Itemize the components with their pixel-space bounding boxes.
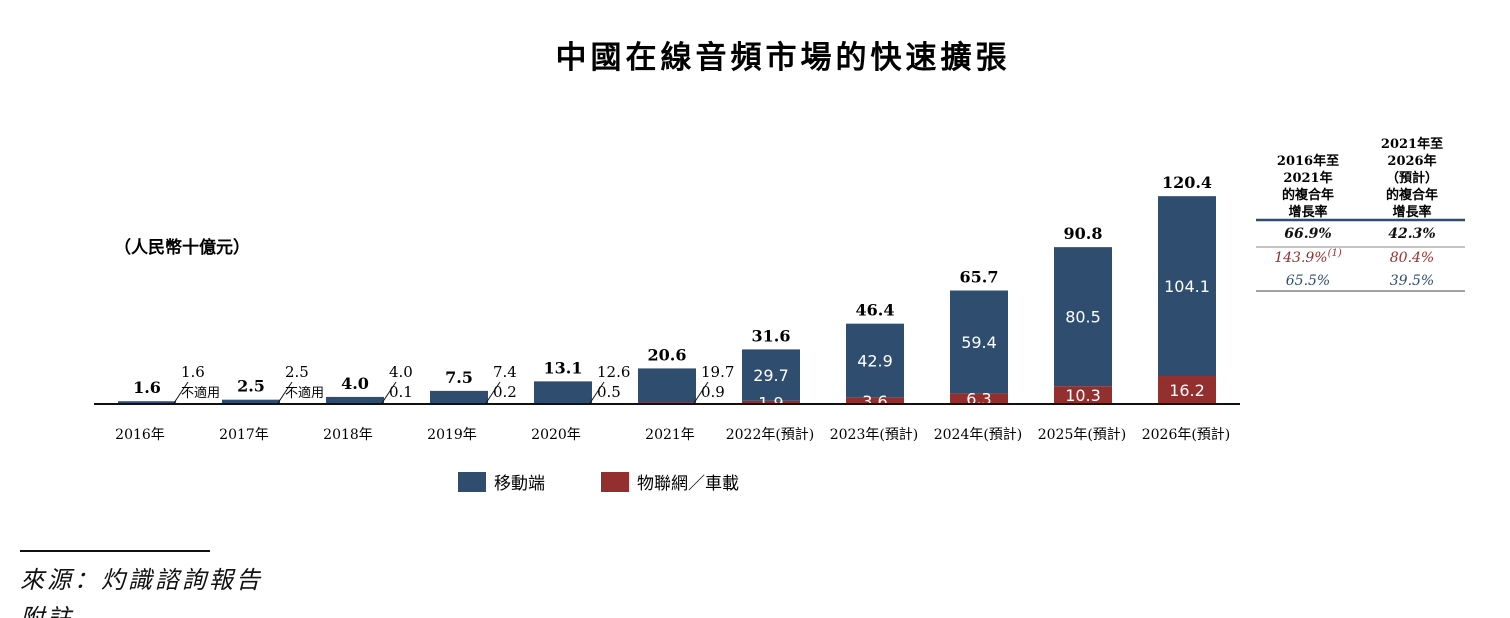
source-rule [20, 550, 210, 552]
cagr-header-0-line-0: 2016年至 [1277, 153, 1339, 169]
mobile-label-8: 59.4 [961, 333, 997, 352]
cagr-header-1-line-3: 的複合年 [1386, 187, 1438, 203]
bar-mobile-3 [430, 390, 488, 404]
total-label-6: 31.6 [752, 326, 791, 345]
mobile-side-label-0: 1.6 [181, 363, 205, 381]
bar-iot-8 [950, 393, 1008, 404]
total-label-4: 13.1 [544, 358, 583, 377]
cagr-iot-1: 80.4% [1390, 250, 1434, 266]
iot-label-8: 6.3 [966, 390, 991, 409]
x-tick-8: 2024年(預計) [934, 427, 1023, 443]
cagr-header-0-line-1: 2021年 [1283, 170, 1332, 186]
total-label-7: 46.4 [856, 301, 895, 320]
legend-label-0: 移動端 [494, 474, 545, 494]
cagr-total-1: 42.3% [1388, 226, 1435, 242]
bar-mobile-9 [1054, 247, 1112, 387]
cagr-header-0-line-2: 的複合年 [1282, 187, 1334, 203]
iot-side-label-1: 不適用 [285, 385, 324, 401]
x-tick-4: 2020年 [531, 427, 581, 443]
cagr-header-0-line-3: 增長率 [1288, 204, 1327, 220]
cagr-table: 2016年至2021年的複合年增長率2021年至2026年（預計）的複合年增長率… [1256, 136, 1465, 292]
iot-label-10: 16.2 [1169, 381, 1205, 400]
legend: 移動端 物聯網／車載 [458, 472, 739, 494]
bars-layer: 1.6 1.6 不適用 2.5 2.5 不適用 4.0 4.0 0.1 7.5 7.4 0.2 13.1… [118, 173, 1216, 412]
total-label-2: 4.0 [341, 374, 369, 393]
unit-label: （人民幣十億元） [114, 237, 250, 258]
label-slash-2 [381, 381, 397, 404]
x-tick-labels: 2016年 2017年 2018年 2019年 2020年 2021年 2022年(預計) 2… [115, 427, 1230, 443]
legend-swatch-0 [458, 472, 486, 492]
x-tick-6: 2022年(預計) [726, 427, 815, 443]
x-tick-9: 2025年(預計) [1038, 427, 1127, 443]
iot-side-label-5: 0.9 [701, 383, 725, 401]
x-tick-0: 2016年 [115, 427, 165, 443]
label-slash-0 [173, 381, 189, 404]
total-label-3: 7.5 [445, 368, 473, 387]
total-label-0: 1.6 [133, 378, 161, 397]
cagr-header-1-line-4: 增長率 [1392, 204, 1431, 220]
bar-mobile-8 [950, 290, 1008, 394]
bar-iot-6 [742, 400, 800, 404]
mobile-side-label-1: 2.5 [285, 363, 309, 381]
label-slash-5 [693, 381, 709, 404]
x-tick-10: 2026年(預計) [1142, 427, 1231, 443]
mobile-label-6: 29.7 [753, 366, 789, 385]
cagr-header-1-line-0: 2021年至 [1381, 136, 1443, 152]
x-tick-2: 2018年 [323, 427, 373, 443]
chart-title: 中國在線音頻市場的快速擴張 [556, 40, 1011, 76]
total-label-8: 65.7 [960, 267, 999, 286]
bar-mobile-2 [326, 396, 384, 404]
legend-label-1: 物聯網／車載 [637, 474, 739, 494]
bar-mobile-1 [222, 399, 280, 404]
cut-off-note: 附註 [20, 604, 74, 618]
label-slash-3 [485, 381, 501, 404]
cagr-header-1-line-2: （預計） [1386, 170, 1438, 186]
total-label-1: 2.5 [237, 377, 265, 396]
bar-mobile-0 [118, 401, 176, 404]
bar-mobile-6 [742, 349, 800, 401]
mobile-label-7: 42.9 [857, 352, 893, 371]
cagr-mobile-1: 39.5% [1390, 273, 1434, 289]
cagr-footnote: (1) [1328, 248, 1342, 259]
cagr-iot-0: 143.9%(1) [1274, 248, 1342, 266]
mobile-side-label-5: 19.7 [701, 363, 734, 381]
x-tick-7: 2023年(預計) [830, 427, 919, 443]
cagr-total-0: 66.9% [1284, 226, 1331, 242]
total-label-9: 90.8 [1064, 224, 1103, 243]
bar-mobile-7 [846, 323, 904, 398]
iot-side-label-4: 0.5 [597, 383, 621, 401]
mobile-side-label-3: 7.4 [493, 363, 517, 381]
bar-mobile-4 [534, 381, 592, 404]
bar-mobile-5 [638, 368, 696, 403]
iot-label-9: 10.3 [1065, 386, 1101, 405]
mobile-side-label-2: 4.0 [389, 363, 413, 381]
mobile-label-9: 80.5 [1065, 308, 1101, 327]
bar-mobile-10 [1158, 196, 1216, 377]
bar-iot-7 [846, 397, 904, 404]
cagr-mobile-0: 65.5% [1286, 273, 1330, 289]
mobile-label-10: 104.1 [1164, 277, 1210, 296]
iot-side-label-0: 不適用 [181, 385, 220, 401]
x-tick-3: 2019年 [427, 427, 477, 443]
x-tick-1: 2017年 [219, 427, 269, 443]
total-label-10: 120.4 [1162, 173, 1212, 192]
mobile-side-label-4: 12.6 [597, 363, 630, 381]
x-tick-5: 2021年 [645, 427, 695, 443]
label-slash-1 [277, 381, 293, 404]
iot-side-label-3: 0.2 [493, 383, 517, 401]
total-label-5: 20.6 [648, 345, 687, 364]
cagr-header-1-line-1: 2026年 [1387, 153, 1436, 169]
source-note: 來源：灼識諮詢報告 [20, 566, 263, 594]
bar-iot-10 [1158, 376, 1216, 404]
legend-swatch-1 [601, 472, 629, 492]
iot-label-7: 3.6 [862, 392, 887, 411]
iot-side-label-2: 0.1 [389, 383, 413, 401]
bar-iot-9 [1054, 386, 1112, 404]
label-slash-4 [589, 381, 605, 404]
iot-label-6: 1.9 [758, 393, 783, 412]
